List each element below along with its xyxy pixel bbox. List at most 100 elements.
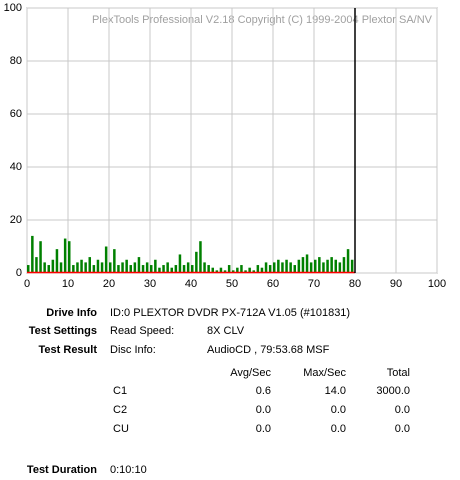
c1-bar bbox=[186, 262, 190, 273]
table-cell: 0.0 bbox=[256, 423, 271, 435]
table-cell: 0.6 bbox=[256, 385, 271, 397]
c1-bar bbox=[322, 262, 325, 273]
table-header: Total bbox=[387, 367, 410, 379]
c1-bar bbox=[141, 265, 145, 273]
c1-bar bbox=[260, 267, 264, 273]
c1-bar bbox=[35, 257, 38, 273]
c1-bar bbox=[43, 262, 46, 273]
c1-bar bbox=[305, 254, 309, 273]
table-cell: 0.0 bbox=[395, 404, 410, 416]
c1-bar bbox=[31, 235, 34, 273]
x-tick-label: 50 bbox=[226, 278, 238, 290]
c1-bar bbox=[350, 259, 354, 273]
c1-bar bbox=[346, 249, 350, 273]
x-tick-label: 90 bbox=[390, 278, 402, 290]
c1-bar bbox=[133, 262, 137, 273]
table-header: Max/Sec bbox=[303, 367, 346, 379]
c1-bar bbox=[223, 270, 227, 273]
info-value: 0:10:10 bbox=[110, 464, 147, 476]
c1-bar bbox=[55, 249, 59, 273]
x-tick-label: 30 bbox=[144, 278, 156, 290]
y-tick-label: 100 bbox=[4, 2, 22, 14]
c1-bar bbox=[289, 262, 292, 273]
table-cell: 14.0 bbox=[325, 385, 346, 397]
c1-bar bbox=[76, 262, 79, 273]
x-tick-label: 100 bbox=[428, 278, 446, 290]
c1-bar bbox=[285, 259, 288, 273]
c1-bar bbox=[145, 262, 149, 273]
info-key: Disc Info: bbox=[110, 344, 156, 356]
c1-bar bbox=[232, 270, 235, 273]
c1-bar bbox=[203, 262, 206, 273]
c1-bar bbox=[309, 262, 313, 273]
c1-bar bbox=[80, 259, 83, 273]
c1-bar bbox=[47, 265, 50, 273]
c1-bar bbox=[100, 262, 104, 273]
c1-bar bbox=[170, 267, 173, 273]
c1-bar bbox=[27, 265, 30, 273]
c1-bar bbox=[268, 265, 272, 273]
c1-bar bbox=[88, 257, 91, 273]
c1-bar bbox=[137, 257, 141, 273]
c1-bar bbox=[109, 262, 112, 273]
c1-bar bbox=[195, 251, 198, 273]
c1-bar bbox=[256, 265, 260, 273]
table-cell: 3000.0 bbox=[376, 385, 410, 397]
info-key: Read Speed: bbox=[110, 325, 174, 337]
c1-bar bbox=[174, 265, 178, 273]
c1-bar bbox=[129, 265, 132, 273]
row-label: C1 bbox=[113, 385, 127, 397]
c1-bar bbox=[277, 259, 280, 273]
c1-bar bbox=[318, 257, 321, 273]
c1-bar bbox=[92, 265, 96, 273]
x-tick-label: 20 bbox=[103, 278, 115, 290]
table-cell: 0.0 bbox=[331, 423, 346, 435]
c1-bar bbox=[162, 265, 165, 273]
c1-bar bbox=[236, 267, 239, 273]
c1-bar bbox=[104, 246, 108, 273]
c1-bar bbox=[330, 257, 333, 273]
row-label: CU bbox=[113, 423, 129, 435]
c1-bar bbox=[326, 259, 329, 273]
table-header: Avg/Sec bbox=[230, 367, 271, 379]
c1-bar bbox=[125, 259, 128, 273]
c1-bar bbox=[113, 249, 116, 273]
x-tick-label: 0 bbox=[24, 278, 30, 290]
info-value: 8X CLV bbox=[207, 325, 245, 337]
y-tick-label: 20 bbox=[10, 214, 22, 226]
x-tick-label: 60 bbox=[267, 278, 279, 290]
c1-bar bbox=[314, 259, 317, 273]
c1-bar bbox=[281, 262, 284, 273]
c1-bar bbox=[178, 254, 182, 273]
info-label: Test Duration bbox=[27, 464, 97, 476]
c1-bar bbox=[215, 270, 219, 273]
table-cell: 0.0 bbox=[395, 423, 410, 435]
y-tick-label: 60 bbox=[10, 108, 22, 120]
c1-bar bbox=[72, 265, 75, 273]
c1-bar bbox=[191, 265, 194, 273]
c1-bar bbox=[51, 259, 55, 273]
c1-bar bbox=[301, 257, 305, 273]
info-label: Test Settings bbox=[29, 325, 97, 337]
c1-bar bbox=[273, 262, 276, 273]
c1-bar bbox=[121, 262, 124, 273]
c1-bar bbox=[199, 241, 202, 273]
c1-bar bbox=[293, 265, 296, 273]
c1-bar bbox=[158, 267, 161, 273]
c1-bar bbox=[334, 259, 337, 273]
c1-bar bbox=[68, 241, 71, 273]
c1-bar bbox=[211, 267, 214, 273]
c1-bar bbox=[252, 270, 255, 273]
c1-bar bbox=[227, 265, 231, 273]
y-tick-label: 80 bbox=[10, 55, 22, 67]
info-label: Drive Info bbox=[46, 307, 97, 319]
info-value: AudioCD , 79:53.68 MSF bbox=[207, 344, 330, 356]
x-tick-label: 80 bbox=[349, 278, 361, 290]
c1-bar bbox=[84, 262, 87, 273]
c1-bar bbox=[39, 241, 42, 273]
c1-bar bbox=[150, 265, 153, 273]
info-label: Test Result bbox=[39, 344, 98, 356]
c1-bar bbox=[166, 262, 169, 273]
